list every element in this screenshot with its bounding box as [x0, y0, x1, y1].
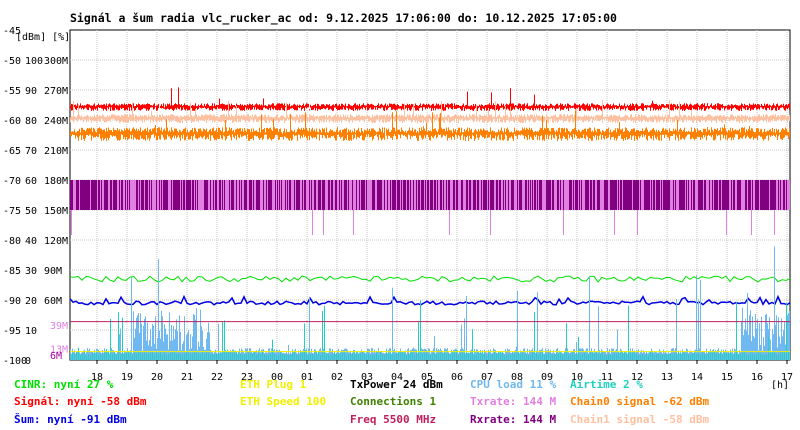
y-tick-label-pct: 60 — [25, 176, 37, 187]
legend-item: Freq 5500 MHz — [350, 413, 437, 426]
y-tick-label-rate: 210M — [44, 146, 68, 157]
y-tick-label-rate: 270M — [44, 86, 68, 97]
legend-item: Chain0 signal -62 dBm — [570, 395, 710, 408]
series-cinr — [69, 275, 791, 283]
y-tick-label-dbm: -90 — [3, 296, 21, 307]
extra-axis-label: 13M — [50, 345, 68, 356]
x-tick-label: 15 — [721, 372, 733, 383]
series-layer — [69, 87, 791, 360]
y-tick-label-dbm: -45 — [3, 26, 21, 37]
series-chain1-signal — [70, 100, 790, 123]
y-tick-label-rate: 90M — [44, 266, 62, 277]
y-tick-label-pct: 100 — [25, 56, 43, 67]
y-tick-label-pct: 0 — [25, 356, 31, 367]
y-tick-label-dbm: -55 — [3, 86, 21, 97]
legend-item: ETH Speed 100 — [240, 395, 327, 408]
x-tick-label: 11 — [601, 372, 613, 383]
extra-axis-label: 6M — [50, 351, 62, 362]
legend-item: CPU load 11 % — [470, 378, 557, 391]
y-tick-label-dbm: -85 — [3, 266, 21, 277]
x-tick-label: 22 — [211, 372, 223, 383]
x-tick-label: 14 — [691, 372, 703, 383]
y-tick-label-pct: 10 — [25, 326, 37, 337]
legend-item: CINR: nyní 27 % — [14, 378, 114, 391]
y-tick-label-rate: 240M — [44, 116, 68, 127]
y-tick-label-pct: 40 — [25, 236, 37, 247]
chart-title: Signál a šum radia vlc_rucker_ac od: 9.1… — [70, 11, 617, 26]
series-txrate — [71, 180, 790, 235]
y-tick-label-dbm: -100 — [3, 356, 27, 367]
axis-units-label: [dBm] [%] — [16, 32, 70, 43]
y-tick-label-dbm: -50 — [3, 56, 21, 67]
y-tick-label-rate: 180M — [44, 176, 68, 187]
x-tick-label: 20 — [151, 372, 163, 383]
x-unit-label: [h] — [771, 380, 789, 391]
series-sign-l — [70, 87, 790, 111]
x-tick-label: 10 — [571, 372, 583, 383]
legend-item: Airtime 2 % — [570, 378, 643, 391]
legend-item: Txrate: 144 M — [470, 395, 557, 408]
y-tick-label-rate: 120M — [44, 236, 68, 247]
y-tick-label-dbm: -60 — [3, 116, 21, 127]
legend-item: Rxrate: 144 M — [470, 413, 557, 426]
y-tick-label-rate: 150M — [44, 206, 68, 217]
y-tick-label-dbm: -75 — [3, 206, 21, 217]
x-tick-label: 19 — [121, 372, 133, 383]
x-tick-label: 23 — [241, 372, 253, 383]
legend-item: Chain1 signal -58 dBm — [570, 413, 710, 426]
y-tick-label-pct: 80 — [25, 116, 37, 127]
extra-axis-label: 39M — [50, 321, 68, 332]
x-tick-label: 07 — [481, 372, 493, 383]
y-tick-label-pct: 20 — [25, 296, 37, 307]
y-tick-label-rate: 60M — [44, 296, 62, 307]
series-rxrate — [70, 180, 787, 210]
legend-item: Connections 1 — [350, 395, 437, 408]
x-tick-label: 01 — [301, 372, 313, 383]
x-tick-label: 12 — [631, 372, 643, 383]
x-tick-label: 05 — [421, 372, 433, 383]
y-tick-label-dbm: -80 — [3, 236, 21, 247]
y-tick-label-pct: 30 — [25, 266, 37, 277]
series-sum — [69, 294, 791, 306]
legend-item: TxPower 24 dBm — [350, 378, 443, 391]
y-tick-label-pct: 90 — [25, 86, 37, 97]
y-tick-label-pct: 50 — [25, 206, 37, 217]
x-tick-label: 16 — [751, 372, 763, 383]
x-tick-label: 02 — [331, 372, 343, 383]
y-tick-label-rate: 300M — [44, 56, 68, 67]
legend-item: Šum: nyní -91 dBm — [14, 413, 127, 426]
series-airtime — [70, 300, 789, 360]
x-tick-label: 09 — [541, 372, 553, 383]
y-tick-label-pct: 70 — [25, 146, 37, 157]
x-tick-label: 06 — [451, 372, 463, 383]
y-tick-label-dbm: -95 — [3, 326, 21, 337]
x-tick-label: 17 — [781, 372, 793, 383]
legend-item: Signál: nyní -58 dBm — [14, 395, 147, 408]
y-tick-label-dbm: -65 — [3, 146, 21, 157]
x-tick-label: 13 — [661, 372, 673, 383]
axis-layer: -45-50 100 300M-55 90 270M-60 80 240M-65 70 210M… — [3, 26, 793, 383]
x-tick-label: 08 — [511, 372, 523, 383]
y-tick-label-dbm: -70 — [3, 176, 21, 187]
series-chain0-signal — [70, 110, 790, 141]
x-tick-label: 21 — [181, 372, 193, 383]
x-tick-label: 03 — [361, 372, 373, 383]
x-tick-label: 18 — [91, 372, 103, 383]
legend-item: ETH Plug 1 — [240, 378, 307, 391]
x-tick-label: 00 — [271, 372, 283, 383]
x-tick-label: 04 — [391, 372, 403, 383]
